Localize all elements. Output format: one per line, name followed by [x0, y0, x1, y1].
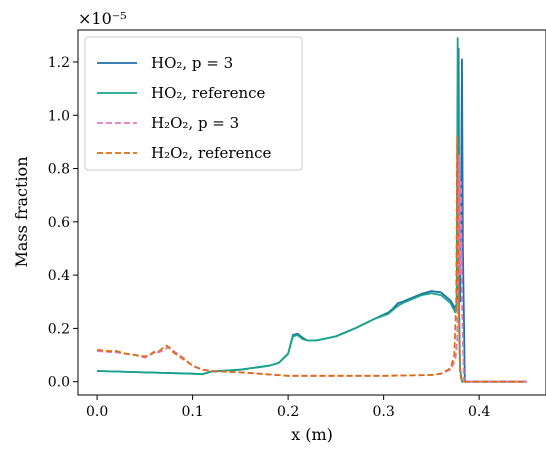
y-tick-label: 0.0 — [48, 375, 70, 391]
y-tick-label: 0.4 — [48, 268, 70, 284]
legend-label: H₂O₂, p = 3 — [151, 114, 239, 132]
legend-label: HO₂, p = 3 — [151, 54, 233, 72]
legend-label: H₂O₂, reference — [151, 144, 272, 162]
axis-ticks: 0.0 0.1 0.2 0.3 0.4 0.0 0.2 0.4 0.6 0.8 1.0 1.2 — [48, 55, 491, 420]
plot-frame — [77, 29, 546, 396]
series-line-1 — [97, 37, 527, 383]
y-tick-label: 0.2 — [48, 321, 70, 337]
x-tick-label: 0.0 — [86, 404, 108, 420]
x-tick-label: 0.2 — [277, 404, 299, 420]
y-tick-label: 0.8 — [48, 162, 70, 178]
x-tick-label: 0.1 — [181, 404, 203, 420]
plot-lines — [96, 37, 527, 383]
legend-label: HO₂, reference — [151, 84, 266, 102]
y-tick-label: 1.0 — [48, 108, 70, 124]
y-multiplier: ×10⁻⁵ — [78, 9, 127, 28]
legend-box — [84, 36, 303, 171]
x-tick-label: 0.4 — [468, 404, 490, 420]
y-axis-label: Mass fraction — [12, 157, 31, 268]
x-tick-label: 0.3 — [372, 404, 394, 420]
series-line-3 — [96, 135, 527, 383]
y-tick-label: 1.2 — [48, 55, 70, 71]
x-axis-label: x (m) — [291, 425, 333, 444]
y-tick-label: 0.6 — [48, 215, 70, 231]
legend: HO₂, p = 3 HO₂, reference H₂O₂, p = 3 H₂O₂,… — [84, 36, 303, 171]
